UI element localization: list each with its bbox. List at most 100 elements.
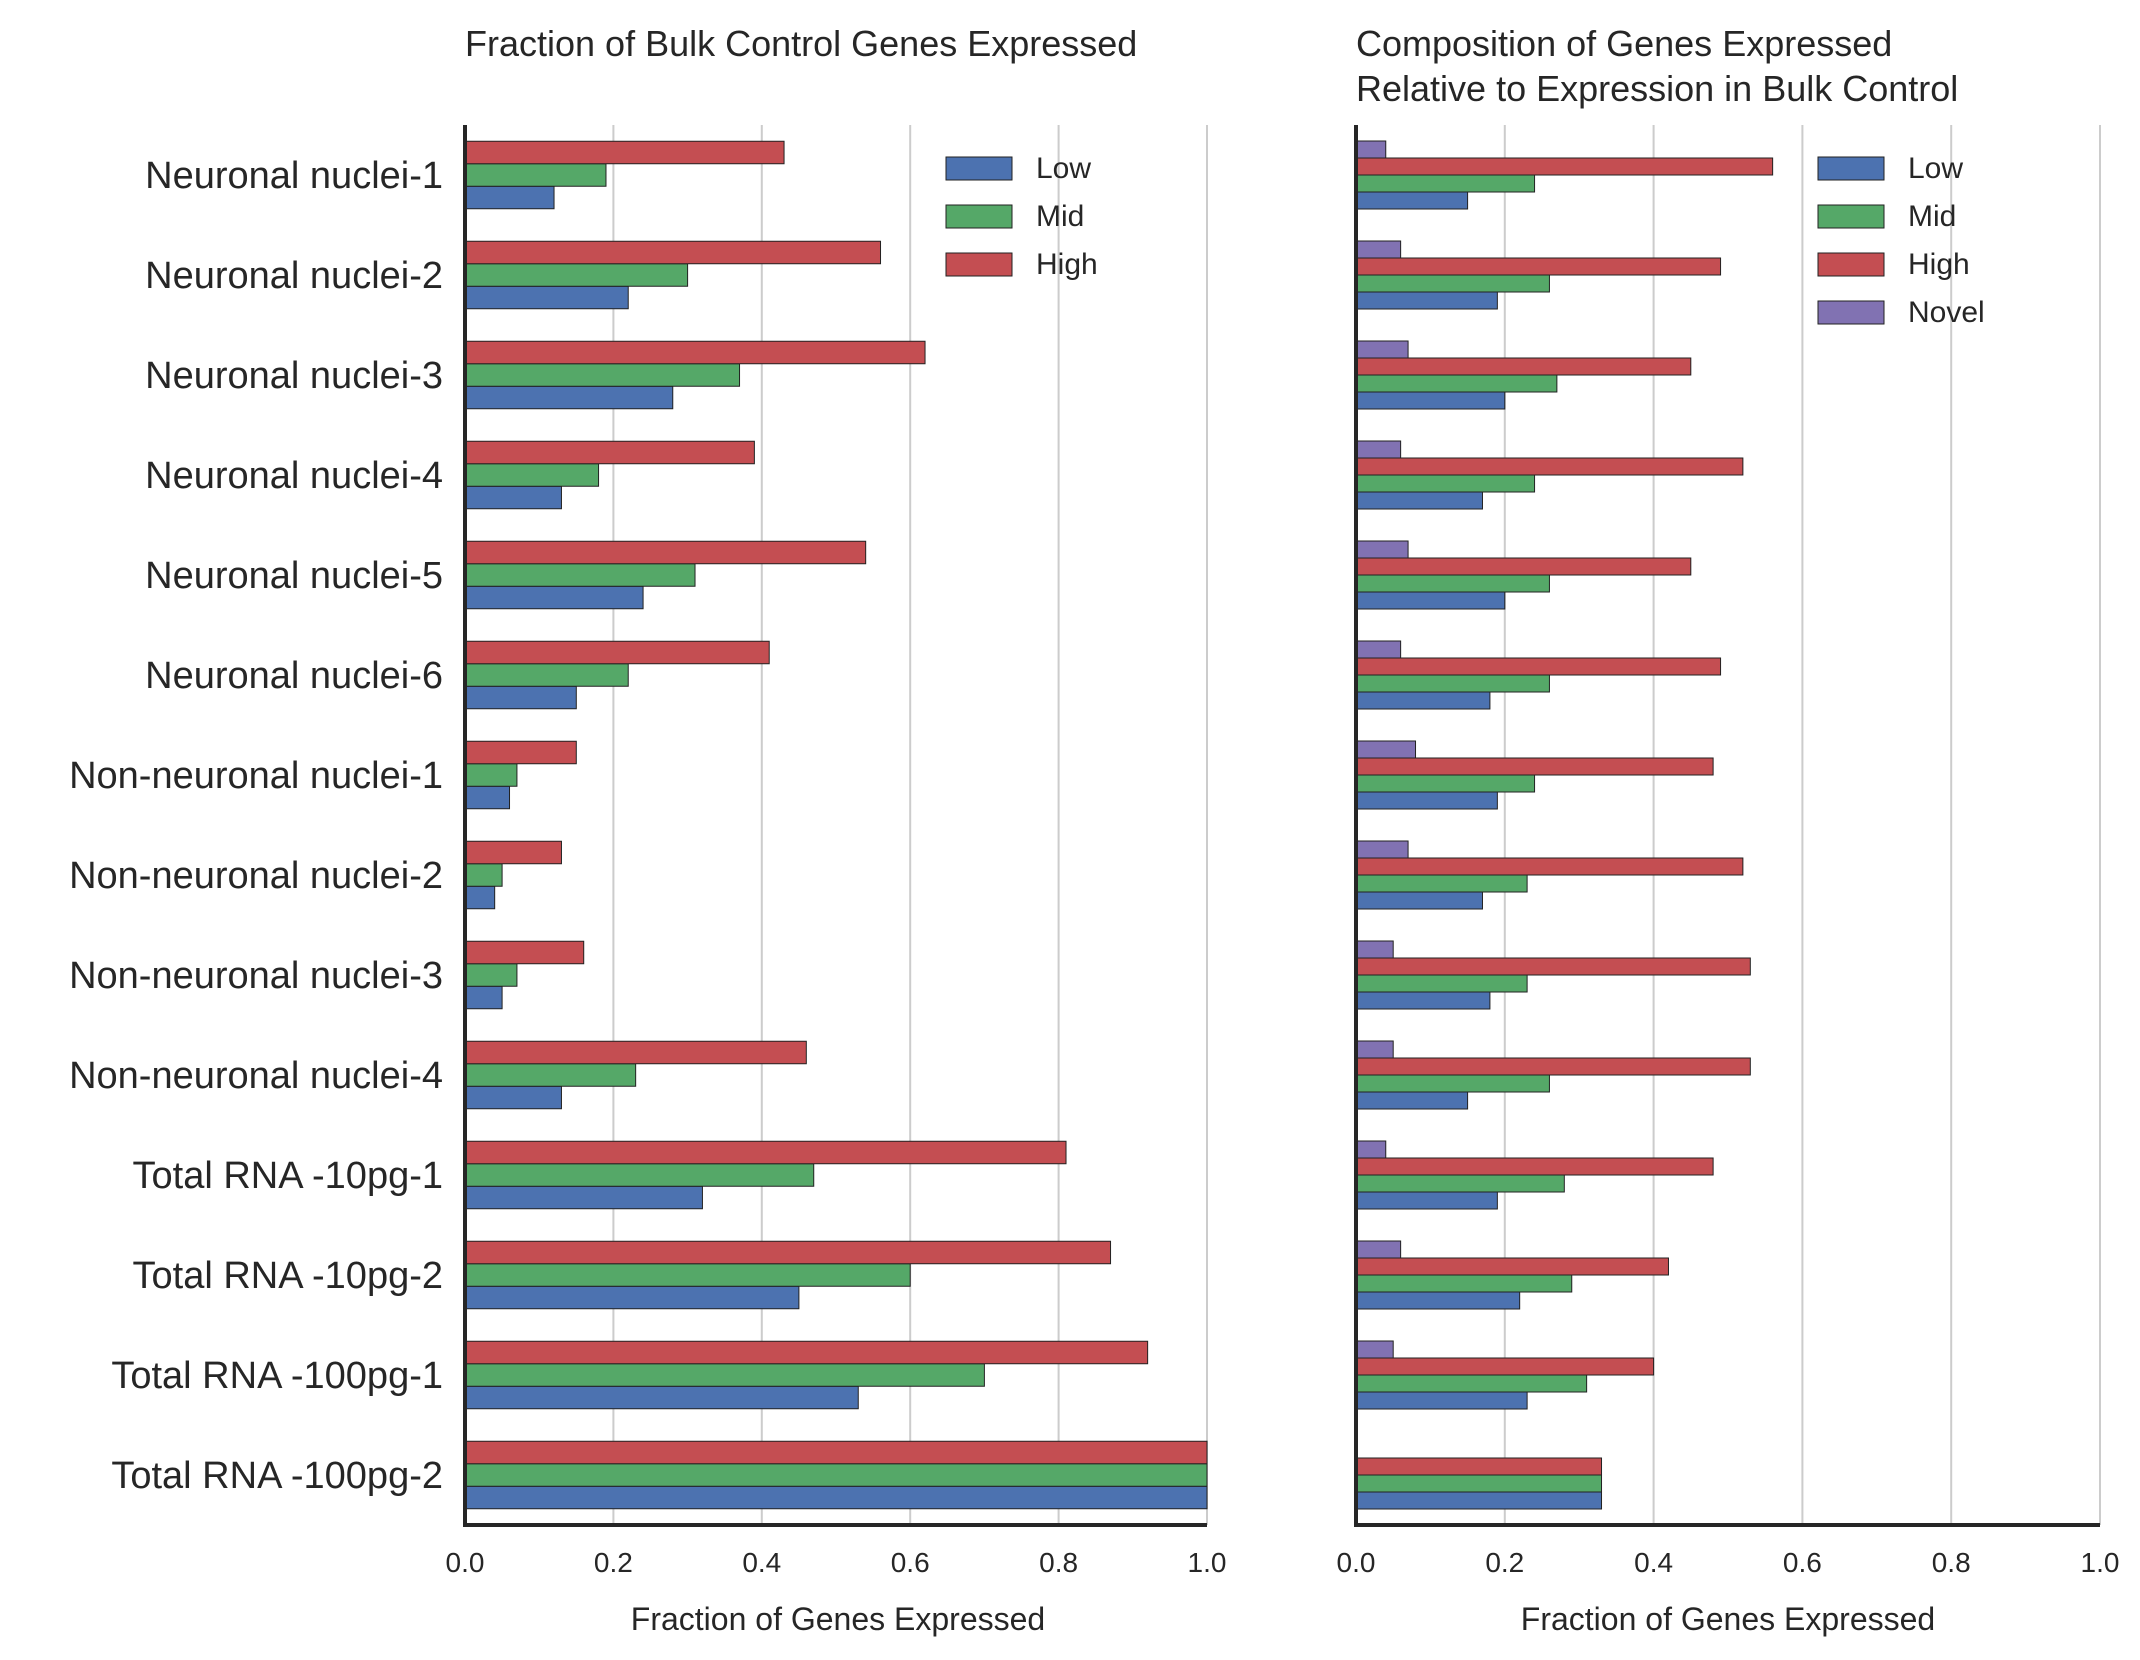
category-label-non-neuronal-nuclei-3: Non-neuronal nuclei-3 — [69, 955, 443, 997]
category-label-non-neuronal-nuclei-2: Non-neuronal nuclei-2 — [69, 855, 443, 897]
left-bar-group-total-rna-100pg-1 — [464, 1340, 1149, 1410]
left-bar-high — [464, 340, 926, 365]
left-bar-low — [464, 1485, 1208, 1510]
left-bar-group-neuronal-nuclei-3 — [464, 340, 926, 410]
left-bar-group-total-rna-100pg-2 — [464, 1440, 1208, 1510]
left-bar-mid — [464, 463, 600, 487]
right-bar-low — [1355, 891, 1483, 910]
left-legend: Low Mid High — [945, 152, 1098, 281]
left-bar-high — [464, 1140, 1067, 1165]
right-bar-low — [1355, 391, 1506, 410]
right-bar-mid — [1355, 774, 1536, 793]
category-label-total-rna-100pg-1: Total RNA -100pg-1 — [111, 1355, 443, 1397]
left-bar-high — [464, 1240, 1112, 1265]
right-bar-high — [1355, 1257, 1669, 1276]
right-x-axis-label: Fraction of Genes Expressed — [1521, 1601, 1935, 1637]
right-legend-swatch-high — [1817, 252, 1885, 277]
category-label-non-neuronal-nuclei-1: Non-neuronal nuclei-1 — [69, 755, 443, 797]
left-category-labels: Neuronal nuclei-1 Neuronal nuclei-2 Neuron… — [69, 155, 443, 1497]
right-bar-group-non-neuronal-nuclei-2 — [1355, 840, 1744, 910]
right-bar-mid — [1355, 974, 1528, 993]
right-x-tick-label: 0.0 — [1337, 1547, 1376, 1578]
category-label-total-rna-10pg-2: Total RNA -10pg-2 — [133, 1255, 444, 1297]
left-bar-mid — [464, 763, 518, 787]
right-legend-label-low: Low — [1908, 152, 1963, 185]
left-bar-group-non-neuronal-nuclei-3 — [464, 940, 585, 1010]
right-bar-novel — [1355, 440, 1402, 459]
left-bar-mid — [464, 1463, 1208, 1487]
left-bar-mid — [464, 1363, 985, 1387]
right-legend-swatch-novel — [1817, 300, 1885, 325]
left-bar-low — [464, 1285, 800, 1310]
left-bar-high — [464, 1340, 1149, 1365]
right-bar-high — [1355, 557, 1692, 576]
right-bar-high — [1355, 357, 1692, 376]
left-bar-mid — [464, 1063, 637, 1087]
left-bar-mid — [464, 963, 518, 987]
right-bar-low — [1355, 691, 1491, 710]
left-x-axis-label: Fraction of Genes Expressed — [631, 1601, 1045, 1637]
right-legend-label-high: High — [1908, 248, 1970, 281]
left-bar-mid — [464, 1163, 815, 1187]
right-bar-mid — [1355, 1074, 1550, 1093]
right-bar-high — [1355, 157, 1774, 176]
left-bar-group-non-neuronal-nuclei-4 — [464, 1040, 807, 1110]
right-bar-high — [1355, 257, 1722, 276]
category-label-total-rna-10pg-1: Total RNA -10pg-1 — [133, 1155, 444, 1197]
category-label-neuronal-nuclei-5: Neuronal nuclei-5 — [145, 555, 443, 597]
right-bar-mid — [1355, 674, 1550, 693]
left-bar-low — [464, 285, 629, 310]
left-bar-high — [464, 940, 585, 965]
right-bar-novel — [1355, 940, 1394, 959]
right-x-tick-labels: 0.0 0.2 0.4 0.6 0.8 1.0 — [1337, 1547, 2120, 1578]
right-bar-low — [1355, 291, 1498, 310]
left-x-tick-label: 0.8 — [1039, 1547, 1078, 1578]
left-bar-mid — [464, 863, 503, 887]
left-bar-group-total-rna-10pg-1 — [464, 1140, 1067, 1210]
left-bar-high — [464, 440, 755, 465]
right-bar-high — [1355, 457, 1744, 476]
right-bar-novel — [1355, 240, 1402, 259]
right-bar-group-total-rna-100pg-2 — [1355, 1457, 1603, 1510]
right-bar-high — [1355, 1357, 1655, 1376]
right-bar-group-total-rna-10pg-2 — [1355, 1240, 1669, 1310]
right-x-tick-label: 0.2 — [1485, 1547, 1524, 1578]
left-bar-low — [464, 885, 496, 910]
left-bar-high — [464, 140, 785, 165]
left-x-tick-label: 1.0 — [1188, 1547, 1227, 1578]
left-bar-low — [464, 185, 555, 210]
right-bar-high — [1355, 1457, 1603, 1476]
right-bar-novel — [1355, 540, 1409, 559]
left-bar-high — [464, 640, 770, 665]
right-bar-novel — [1355, 140, 1387, 159]
right-bar-group-neuronal-nuclei-1 — [1355, 140, 1774, 210]
category-label-non-neuronal-nuclei-4: Non-neuronal nuclei-4 — [69, 1055, 443, 1097]
right-bar-mid — [1355, 874, 1528, 893]
left-bar-group-neuronal-nuclei-6 — [464, 640, 770, 710]
right-bar-group-neuronal-nuclei-6 — [1355, 640, 1722, 710]
right-bar-group-total-rna-100pg-1 — [1355, 1340, 1655, 1410]
category-label-neuronal-nuclei-6: Neuronal nuclei-6 — [145, 655, 443, 697]
right-x-tick-label: 1.0 — [2081, 1547, 2120, 1578]
right-bar-mid — [1355, 1274, 1573, 1293]
left-x-tick-label: 0.0 — [446, 1547, 485, 1578]
right-bar-high — [1355, 857, 1744, 876]
right-bar-mid — [1355, 1174, 1565, 1193]
right-bar-group-total-rna-10pg-1 — [1355, 1140, 1714, 1210]
left-bar-group-neuronal-nuclei-5 — [464, 540, 867, 610]
right-bar-novel — [1355, 640, 1402, 659]
left-legend-swatch-high — [945, 252, 1013, 277]
left-bar-low — [464, 385, 674, 410]
left-bar-low — [464, 1185, 703, 1210]
right-legend-swatch-low — [1817, 156, 1885, 181]
left-bar-high — [464, 840, 562, 865]
left-bar-high — [464, 240, 882, 265]
right-bar-group-non-neuronal-nuclei-4 — [1355, 1040, 1751, 1110]
right-x-tick-label: 0.4 — [1634, 1547, 1673, 1578]
right-bar-novel — [1355, 1140, 1387, 1159]
right-x-tick-label: 0.6 — [1783, 1547, 1822, 1578]
left-bar-mid — [464, 663, 629, 687]
right-legend-label-mid: Mid — [1908, 200, 1956, 233]
